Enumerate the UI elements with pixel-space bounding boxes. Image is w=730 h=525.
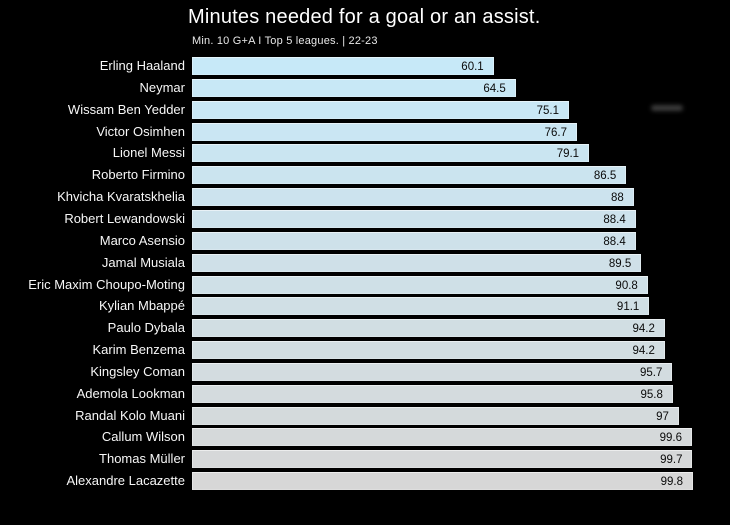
player-name-label: Karim Benzema bbox=[92, 342, 185, 358]
bar-value-label: 64.5 bbox=[483, 82, 506, 95]
chart-row: Eric Maxim Choupo-Moting 90.8 bbox=[0, 275, 730, 294]
bar: 76.7 bbox=[192, 122, 578, 141]
bar: 99.7 bbox=[192, 450, 693, 469]
bar-value-label: 95.7 bbox=[640, 366, 663, 379]
bar: 94.2 bbox=[192, 319, 665, 338]
bar: 95.7 bbox=[192, 362, 673, 381]
chart-row: Victor Osimhen 76.7 bbox=[0, 122, 730, 141]
bar-value-label: 75.1 bbox=[536, 104, 559, 117]
player-name-label: Roberto Firmino bbox=[91, 167, 185, 183]
bar: 64.5 bbox=[192, 78, 516, 97]
bar-value-label: 88.4 bbox=[603, 235, 626, 248]
bar: 88.4 bbox=[192, 231, 636, 250]
player-name-label: Kingsley Coman bbox=[90, 363, 185, 379]
bar: 86.5 bbox=[192, 166, 627, 185]
chart-row: Erling Haaland 60.1 bbox=[0, 57, 730, 75]
bar-value-label: 94.2 bbox=[632, 323, 655, 336]
bar-value-label: 95.8 bbox=[640, 388, 663, 401]
chart-subtitle: Min. 10 G+A I Top 5 leagues. | 22-23 bbox=[192, 35, 378, 47]
player-name-label: Lionel Messi bbox=[112, 145, 185, 161]
bar-value-label: 79.1 bbox=[556, 148, 580, 161]
bar: 99.6 bbox=[192, 428, 692, 447]
chart-row: Randal Kolo Muani 97 bbox=[0, 406, 730, 425]
player-name-label: Kylian Mbappé bbox=[99, 298, 185, 314]
player-name-label: Robert Lewandowski bbox=[64, 210, 185, 226]
chart-title: Minutes needed for a goal or an assist. bbox=[188, 6, 541, 28]
chart-row: Marco Asensio 88.4 bbox=[0, 231, 730, 250]
bar: 95.8 bbox=[192, 384, 673, 403]
player-name-label: Wissam Ben Yedder bbox=[67, 101, 185, 117]
player-name-label: Erling Haaland bbox=[99, 58, 185, 73]
bar-value-label: 97 bbox=[656, 410, 669, 423]
player-name-label: Thomas Müller bbox=[99, 451, 185, 467]
chart-row: Robert Lewandowski 88.4 bbox=[0, 209, 730, 228]
bar: 88.4 bbox=[192, 209, 636, 228]
player-name-label: Callum Wilson bbox=[101, 429, 185, 445]
bar: 89.5 bbox=[192, 253, 642, 272]
player-name-label: Neymar bbox=[139, 79, 185, 95]
bar-value-label: 89.5 bbox=[608, 257, 632, 270]
player-name-label: Randal Kolo Muani bbox=[75, 407, 185, 423]
player-name-label: Victor Osimhen bbox=[96, 123, 185, 139]
bar: 75.1 bbox=[192, 100, 569, 119]
bar: 79.1 bbox=[192, 144, 590, 163]
chart-row: Kylian Mbappé 91.1 bbox=[0, 297, 730, 316]
chart-row: Alexandre Lacazette 99.8 bbox=[0, 472, 730, 491]
bar-value-label: 88 bbox=[610, 192, 624, 205]
bar-value-label: 88.4 bbox=[603, 213, 626, 226]
player-name-label: Marco Asensio bbox=[99, 232, 185, 248]
chart-row: Neymar 64.5 bbox=[0, 78, 730, 97]
chart-row: Ademola Lookman 95.8 bbox=[0, 384, 730, 403]
chart-row: Karim Benzema 94.2 bbox=[0, 341, 730, 360]
player-name-label: Paulo Dybala bbox=[107, 320, 185, 336]
bar: 60.1 bbox=[192, 57, 494, 75]
bar-value-label: 99.6 bbox=[659, 432, 682, 445]
bar: 90.8 bbox=[192, 275, 648, 294]
player-name-label: Jamal Musiala bbox=[101, 254, 185, 270]
bar: 88 bbox=[192, 188, 634, 207]
chart-row: Thomas Müller 99.7 bbox=[0, 450, 730, 469]
watermark-smudge bbox=[651, 105, 683, 111]
bar-value-label: 90.8 bbox=[615, 279, 638, 292]
bar-value-label: 99.7 bbox=[660, 454, 683, 467]
bar: 99.8 bbox=[192, 472, 693, 491]
bar-value-label: 99.8 bbox=[660, 476, 683, 489]
chart-row: Paulo Dybala 94.2 bbox=[0, 319, 730, 338]
chart-row: Roberto Firmino 86.5 bbox=[0, 166, 730, 185]
chart-row: Callum Wilson 99.6 bbox=[0, 428, 730, 447]
player-name-label: Khvicha Kvaratskhelia bbox=[57, 189, 185, 205]
chart-row: Lionel Messi 79.1 bbox=[0, 144, 730, 163]
bar-value-label: 60.1 bbox=[461, 61, 484, 73]
chart-row: Khvicha Kvaratskhelia 88 bbox=[0, 188, 730, 207]
bar-value-label: 91.1 bbox=[616, 301, 640, 314]
chart-row: Jamal Musiala 89.5 bbox=[0, 253, 730, 272]
bar-value-label: 94.2 bbox=[632, 345, 655, 358]
bar-value-label: 76.7 bbox=[544, 126, 568, 139]
player-name-label: Alexandre Lacazette bbox=[66, 473, 185, 489]
chart-row: Wissam Ben Yedder 75.1 bbox=[0, 100, 730, 119]
bar-value-label: 86.5 bbox=[593, 170, 617, 183]
player-name-label: Eric Maxim Choupo-Moting bbox=[28, 276, 185, 292]
bar: 91.1 bbox=[192, 297, 650, 316]
chart-row: Kingsley Coman 95.7 bbox=[0, 362, 730, 381]
bar: 94.2 bbox=[192, 341, 665, 360]
player-name-label: Ademola Lookman bbox=[76, 385, 185, 401]
bar: 97 bbox=[192, 406, 679, 425]
